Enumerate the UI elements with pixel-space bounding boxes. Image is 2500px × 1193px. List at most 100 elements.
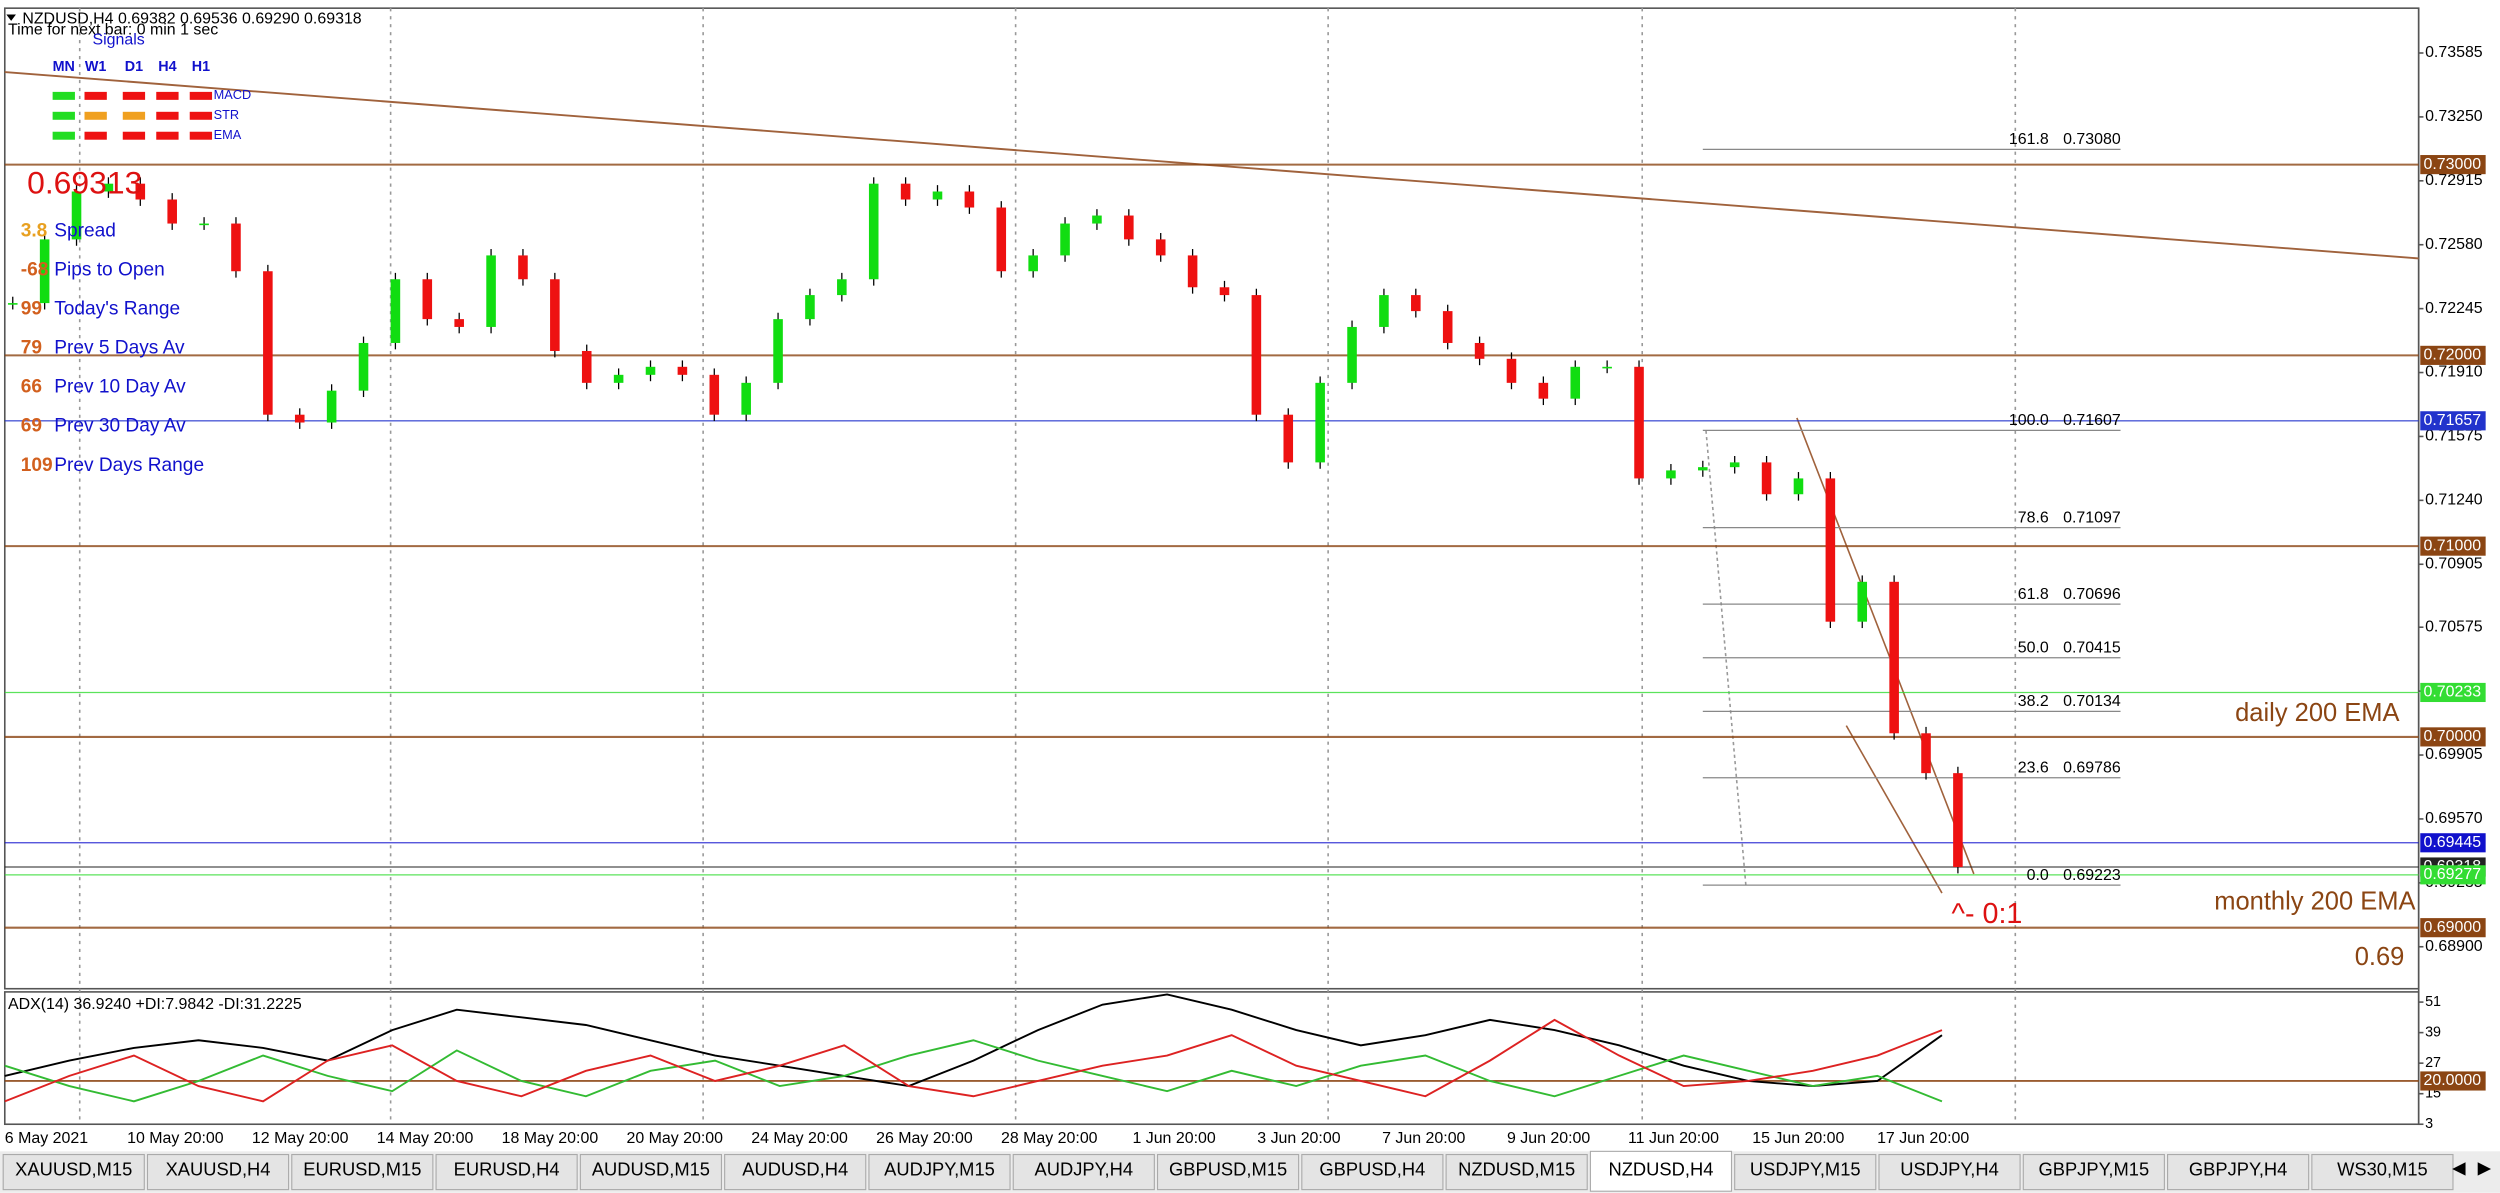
tab-label[interactable]: USDJPY,H4 (1900, 1158, 1998, 1179)
level-label: 0.70000 (2423, 728, 2481, 745)
tab[interactable] (1012, 1153, 1155, 1191)
tab-label[interactable]: AUDJPY,H4 (1035, 1158, 1133, 1179)
candle (1219, 287, 1230, 296)
x-tick-label: 9 Jun 20:00 (1507, 1130, 1590, 1147)
level-label: 0.69000 (2423, 919, 2481, 936)
tab[interactable] (435, 1153, 578, 1191)
tab[interactable] (2022, 1153, 2165, 1191)
tab-scroll-left[interactable]: ◀ (2452, 1158, 2466, 1178)
tab-label[interactable]: USDJPY,M15 (1750, 1158, 1861, 1179)
tab[interactable] (291, 1153, 434, 1191)
tab-label[interactable]: EURUSD,M15 (303, 1158, 421, 1179)
fib-ratio: 161.8 (2009, 131, 2049, 148)
tab[interactable] (1734, 1153, 1877, 1191)
level-tag (2420, 411, 2486, 431)
candle (996, 207, 1007, 272)
level-tag (2420, 682, 2486, 703)
candle (199, 223, 209, 226)
tab[interactable] (2311, 1153, 2454, 1191)
adx-level-tag (2420, 1071, 2486, 1091)
level-tag (2420, 865, 2486, 885)
y-tick-label: 0.69905 (2425, 746, 2483, 763)
tab-label[interactable]: GBPUSD,M15 (1169, 1158, 1287, 1179)
signal-column: MN (53, 59, 75, 75)
tab[interactable] (1445, 1153, 1588, 1191)
candle (1666, 470, 1676, 479)
tab-label[interactable]: AUDUSD,H4 (742, 1158, 848, 1179)
candle (1060, 223, 1070, 256)
candle (1411, 295, 1421, 312)
candle (1825, 478, 1836, 622)
info-label: Prev 5 Days Av (54, 338, 185, 359)
info-label: Prev 30 Day Av (54, 416, 186, 437)
tab[interactable] (1156, 1153, 1300, 1191)
x-tick-label: 3 Jun 20:00 (1257, 1130, 1340, 1147)
tab-label[interactable]: XAUUSD,H4 (166, 1158, 271, 1179)
candle (1474, 342, 1485, 359)
signal-row-label: STR (214, 107, 240, 122)
tab-label[interactable]: GBPUSD,H4 (1319, 1158, 1425, 1179)
candle (581, 350, 592, 383)
candle (932, 191, 943, 200)
x-tick-label: 15 Jun 20:00 (1752, 1130, 1844, 1147)
candle (518, 255, 528, 280)
tab-label[interactable]: AUDUSD,M15 (592, 1158, 710, 1179)
fib-price: 0.69223 (2063, 867, 2121, 884)
ratio-note: ^- 0:1 (1952, 898, 2023, 930)
symbol-header: NZDUSD,H4 0.69382 0.69536 0.69290 0.6931… (22, 11, 361, 28)
x-tick-label: 7 Jun 20:00 (1382, 1130, 1465, 1147)
tab[interactable] (1301, 1153, 1444, 1191)
y-tick-label: 0.73250 (2425, 108, 2483, 125)
candle (1315, 382, 1325, 463)
info-label: Spread (54, 220, 116, 241)
tab[interactable] (2, 1153, 145, 1191)
candle (964, 191, 975, 208)
level-label: 0.69277 (2423, 866, 2481, 883)
tab[interactable] (724, 1153, 867, 1191)
y-tick-label: 0.70905 (2425, 555, 2483, 572)
fib-ratio: 0.0 (2027, 867, 2049, 884)
tab-label[interactable]: AUDJPY,M15 (884, 1158, 995, 1179)
info-value: 3.8 (21, 220, 48, 241)
level-label: 0.71000 (2423, 537, 2481, 554)
candle (39, 239, 50, 304)
tab-scroll-right[interactable]: ▶ (2478, 1158, 2492, 1178)
y-tick-label: 0.68900 (2425, 938, 2483, 955)
candle (326, 390, 337, 423)
candle (1953, 773, 1963, 868)
y-tick-label: 0.72580 (2425, 236, 2483, 253)
y-tick-label: 0.72915 (2425, 172, 2483, 189)
tab[interactable] (1878, 1153, 2021, 1191)
tab[interactable] (1589, 1150, 1733, 1192)
candle (454, 319, 464, 327)
overlay: MN W1 D1 H4 H1 MACD STR EMA 3.8 Spread-68 Pips to … (5, 59, 1970, 1147)
tab[interactable] (2167, 1153, 2310, 1191)
daily-ema-note: daily 200 EMA (2235, 699, 2399, 727)
signal-cell (84, 131, 107, 140)
candle (1921, 733, 1931, 774)
tab-label[interactable]: WS30,M15 (2337, 1158, 2428, 1179)
tab-label[interactable]: XAUUSD,M15 (15, 1158, 132, 1179)
tab[interactable] (579, 1153, 723, 1191)
tab-label[interactable]: GBPJPY,H4 (2189, 1158, 2287, 1179)
signal-cell (52, 131, 75, 140)
tab-label[interactable]: GBPJPY,M15 (2038, 1158, 2149, 1179)
tab[interactable] (868, 1153, 1011, 1191)
x-tick-label: 6 May 2021 (5, 1130, 88, 1147)
tab-label[interactable]: NZDUSD,H4 (1609, 1158, 1714, 1179)
x-tick-label: 24 May 20:00 (751, 1130, 848, 1147)
candle (71, 191, 82, 240)
signal-row-label: MACD (214, 87, 252, 102)
adx-series (4, 1018, 1943, 1103)
y-tick-label: 0.73585 (2425, 44, 2483, 61)
signal-cell (189, 91, 213, 100)
candle (167, 199, 177, 224)
signal-cell (156, 111, 179, 120)
tab[interactable] (146, 1153, 290, 1191)
tab-label[interactable]: NZDUSD,M15 (1458, 1158, 1575, 1179)
tab-label[interactable]: EURUSD,H4 (454, 1158, 560, 1179)
signal-column: H1 (192, 59, 210, 75)
candle (741, 382, 751, 415)
